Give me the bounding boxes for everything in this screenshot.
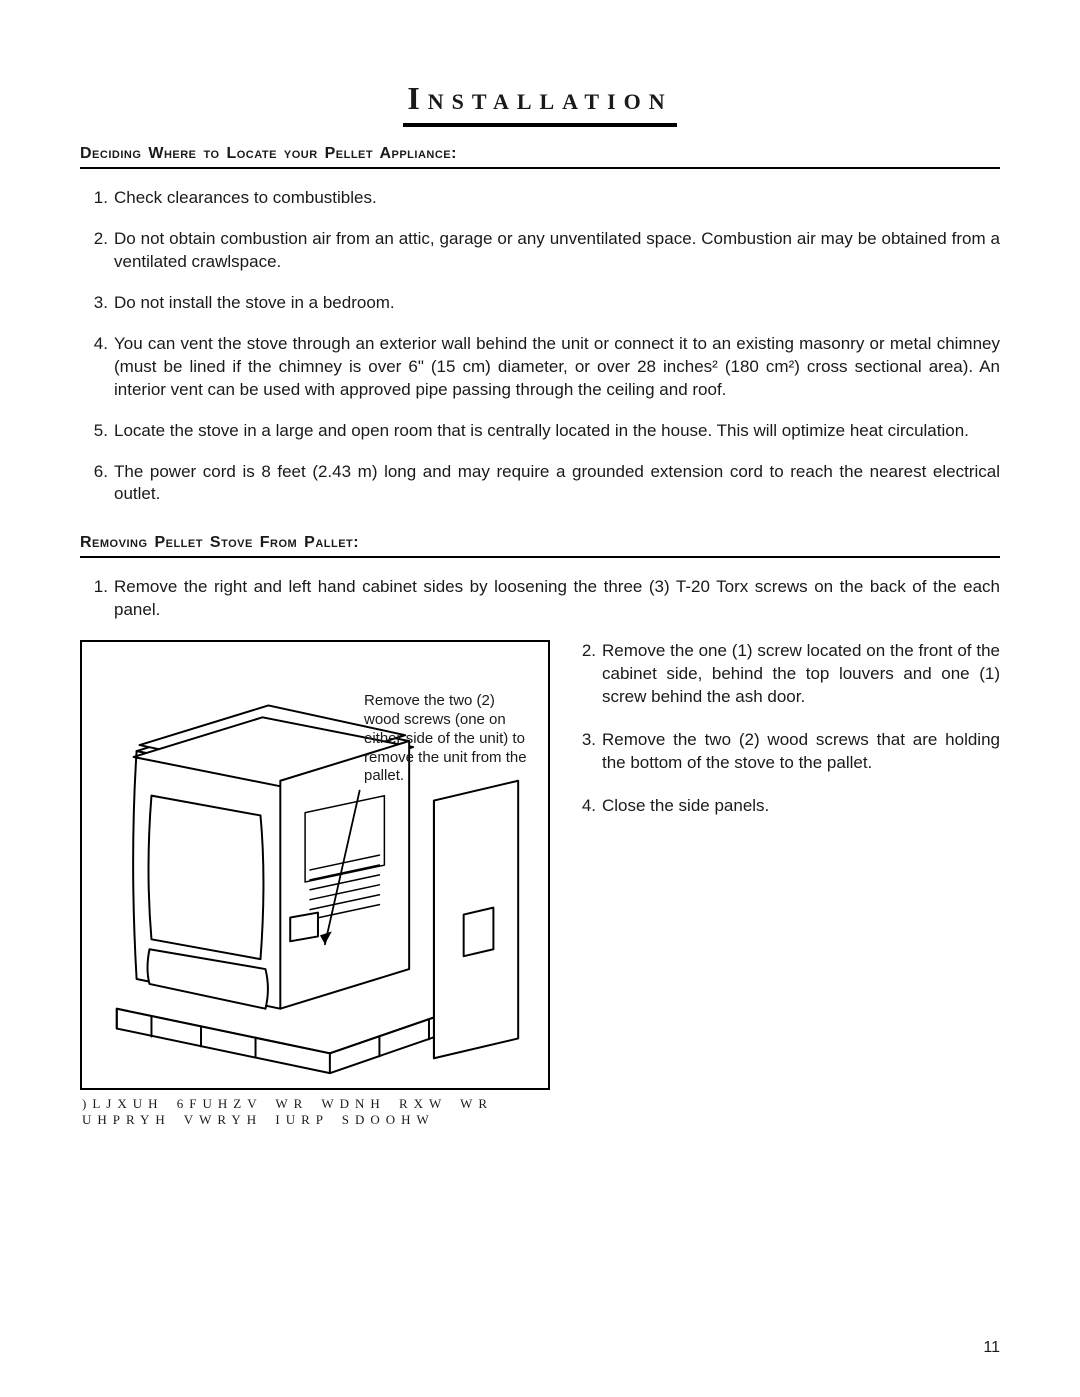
deciding-list: Check clearances to combustibles. Do not…	[80, 187, 1000, 506]
removing-list-top: Remove the right and left hand cabinet s…	[80, 576, 1000, 622]
figure-caption: )LJXUH 6FUHZV WR WDNH RXW WR UHPRYH VWRY…	[80, 1090, 550, 1128]
figure-callout: Remove the two (2) wood screws (one on e…	[364, 692, 534, 786]
figure-box: Remove the two (2) wood screws (one on e…	[80, 640, 550, 1128]
side-list-wrap: Remove the one (1) screw located on the …	[574, 640, 1000, 1128]
section-heading-removing: Removing Pellet Stove From Pallet:	[80, 534, 1000, 558]
figure-row: Remove the two (2) wood screws (one on e…	[80, 640, 1000, 1128]
page-number: 11	[983, 1339, 1000, 1357]
page: Installation Deciding Where to Locate yo…	[0, 0, 1080, 1397]
list-item: The power cord is 8 feet (2.43 m) long a…	[80, 461, 1000, 507]
page-title: Installation	[403, 80, 676, 127]
list-item: Remove the two (2) wood screws that are …	[574, 729, 1000, 775]
list-item: Check clearances to combustibles.	[80, 187, 1000, 210]
section-removing: Removing Pellet Stove From Pallet: Remov…	[80, 534, 1000, 1128]
list-item: Remove the one (1) screw located on the …	[574, 640, 1000, 709]
list-item: You can vent the stove through an exteri…	[80, 333, 1000, 402]
list-item: Close the side panels.	[574, 795, 1000, 818]
figure-frame: Remove the two (2) wood screws (one on e…	[80, 640, 550, 1090]
section-heading-deciding: Deciding Where to Locate your Pellet App…	[80, 145, 1000, 169]
list-item: Do not obtain combustion air from an att…	[80, 228, 1000, 274]
list-item: Remove the right and left hand cabinet s…	[80, 576, 1000, 622]
title-wrap: Installation	[80, 80, 1000, 127]
list-item: Do not install the stove in a bedroom.	[80, 292, 1000, 315]
list-item: Locate the stove in a large and open roo…	[80, 420, 1000, 443]
removing-list-side: Remove the one (1) screw located on the …	[574, 640, 1000, 818]
